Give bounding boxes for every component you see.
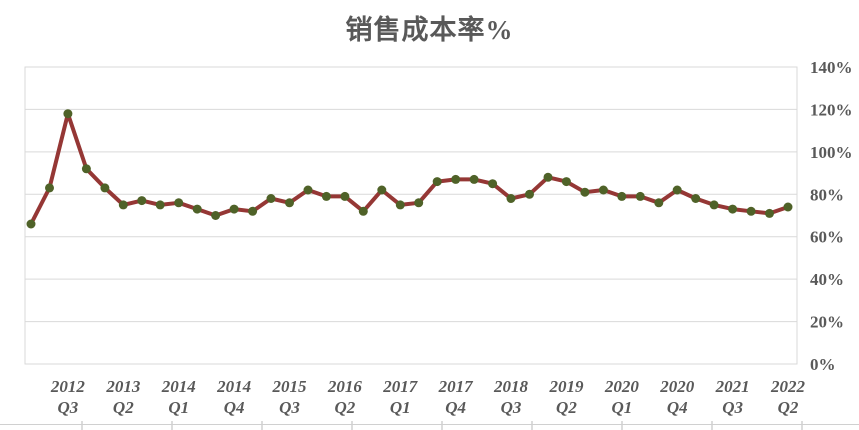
chart-title: 销售成本率% — [345, 15, 514, 45]
data-point-marker — [654, 198, 664, 208]
data-point-marker — [488, 179, 498, 189]
data-point-marker — [155, 200, 165, 210]
data-point-marker — [672, 185, 682, 195]
data-point-marker — [709, 200, 719, 210]
x-axis-tick-label: 2020 Q4 — [659, 377, 695, 417]
x-tick-quarter: Q4 — [224, 398, 245, 417]
data-point-marker — [506, 194, 516, 203]
x-tick-quarter: Q4 — [445, 398, 466, 417]
y-axis-tick-label: 0% — [810, 355, 836, 374]
data-point-marker — [266, 194, 276, 203]
x-tick-quarter: Q2 — [778, 398, 799, 417]
data-point-marker — [137, 196, 147, 206]
x-axis-tick-label: 2014 Q1 — [161, 377, 196, 417]
x-tick-quarter: Q2 — [113, 398, 134, 417]
x-tick-quarter: Q3 — [722, 398, 743, 417]
x-tick-year: 2020 — [659, 377, 695, 396]
data-point-marker — [192, 204, 202, 214]
x-axis-tick-label: 2018 Q3 — [493, 377, 529, 417]
x-tick-quarter: Q1 — [168, 398, 189, 417]
x-axis-tick-label: 2017 Q1 — [382, 377, 419, 417]
data-point-marker — [45, 183, 54, 193]
data-point-marker — [469, 174, 479, 184]
data-point-marker — [63, 109, 73, 119]
data-point-marker — [765, 208, 774, 218]
x-tick-year: 2013 — [105, 377, 141, 396]
y-axis-tick-label: 20% — [810, 313, 844, 332]
data-point-marker — [321, 191, 331, 201]
data-point-marker — [580, 187, 590, 197]
data-point-marker — [525, 189, 534, 199]
data-point-marker — [414, 198, 424, 208]
x-tick-quarter: Q4 — [667, 398, 688, 417]
data-point-marker — [174, 198, 184, 208]
x-tick-quarter: Q3 — [501, 398, 522, 417]
data-point-marker — [340, 191, 350, 201]
x-tick-year: 2019 — [548, 377, 584, 396]
x-tick-year: 2021 — [715, 377, 750, 396]
x-tick-quarter: Q2 — [334, 398, 355, 417]
data-point-marker — [728, 204, 738, 214]
y-axis-tick-label: 140% — [810, 58, 853, 77]
data-point-marker — [783, 202, 793, 212]
data-point-marker — [561, 177, 571, 187]
x-axis-tick-label: 2013 Q2 — [105, 377, 141, 417]
x-axis-tick-label: 2014 Q4 — [216, 377, 251, 417]
y-axis-tick-label: 80% — [810, 185, 844, 204]
x-tick-quarter: Q2 — [556, 398, 577, 417]
x-tick-year: 2016 — [327, 377, 363, 396]
x-axis-tick-label: 2021 Q3 — [715, 377, 750, 417]
data-point-marker — [248, 206, 258, 216]
x-axis-tick-label: 2019 Q2 — [548, 377, 584, 417]
data-point-marker — [598, 185, 608, 195]
x-tick-quarter: Q1 — [611, 398, 632, 417]
y-axis-tick-label: 60% — [810, 228, 844, 247]
y-axis-tick-label: 100% — [810, 143, 853, 162]
data-point-marker — [100, 183, 110, 193]
x-tick-year: 2014 — [161, 377, 196, 396]
data-point-marker — [432, 177, 442, 187]
data-point-marker — [543, 172, 553, 182]
data-point-marker — [118, 200, 128, 210]
x-axis-tick-label: 2020 Q1 — [604, 377, 640, 417]
data-point-marker — [635, 191, 645, 201]
x-tick-quarter: Q3 — [58, 398, 79, 417]
data-point-marker — [81, 164, 91, 174]
y-axis-tick-label: 120% — [810, 100, 853, 119]
x-tick-quarter: Q1 — [390, 398, 411, 417]
x-tick-year: 2017 — [438, 377, 475, 396]
x-axis-tick-label: 2015 Q3 — [271, 377, 307, 417]
data-point-marker — [395, 200, 405, 210]
data-point-marker — [211, 211, 221, 220]
x-tick-year: 2014 — [216, 377, 251, 396]
plot-area-border — [24, 66, 798, 365]
data-point-marker — [746, 206, 756, 216]
x-tick-year: 2017 — [382, 377, 419, 396]
x-axis-tick-label: 2022 Q2 — [770, 377, 806, 417]
data-point-marker — [691, 194, 701, 203]
data-point-marker — [229, 204, 239, 214]
x-tick-year: 2018 — [493, 377, 529, 396]
x-tick-year: 2012 — [50, 377, 86, 396]
data-point-marker — [617, 191, 627, 201]
x-axis-tick-label: 2012 Q3 — [50, 377, 86, 417]
y-axis-tick-label: 40% — [810, 270, 844, 289]
data-point-marker — [26, 219, 36, 229]
data-point-marker — [358, 206, 368, 216]
x-tick-year: 2015 — [271, 377, 307, 396]
data-point-marker — [285, 198, 294, 208]
data-point-marker — [451, 174, 461, 184]
x-tick-quarter: Q3 — [279, 398, 300, 417]
data-point-marker — [303, 185, 313, 195]
x-axis-tick-label: 2017 Q4 — [438, 377, 475, 417]
x-axis-tick-label: 2016 Q2 — [327, 377, 363, 417]
x-tick-year: 2020 — [604, 377, 640, 396]
data-point-marker — [377, 185, 387, 195]
x-tick-year: 2022 — [770, 377, 806, 396]
